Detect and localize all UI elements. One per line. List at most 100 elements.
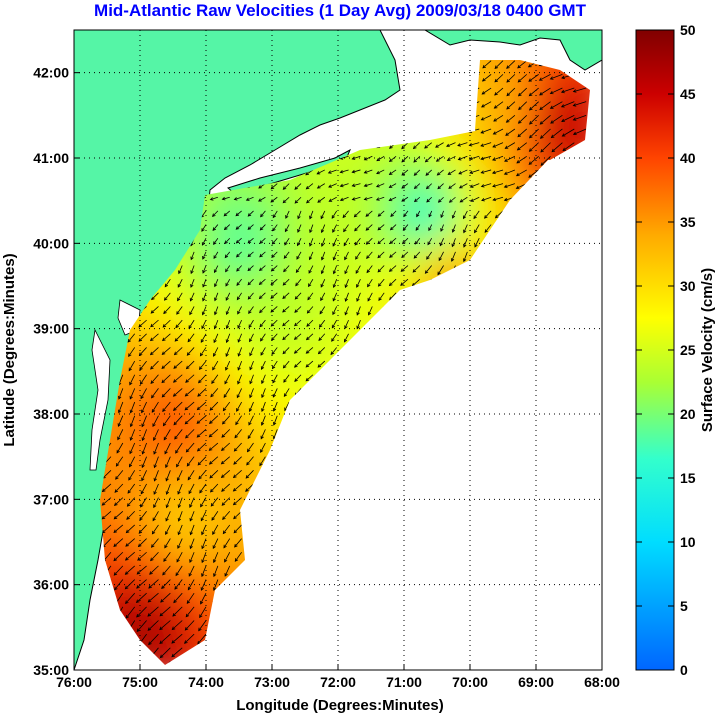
velocity-arrow-head xyxy=(129,381,133,386)
velocity-arrow xyxy=(175,565,183,576)
velocity-arrow-head xyxy=(561,75,565,80)
velocity-arrow-head xyxy=(261,408,265,413)
velocity-arrow-head xyxy=(209,420,213,424)
velocity-arrow-head xyxy=(260,213,264,218)
velocity-arrow xyxy=(160,647,171,658)
velocity-arrow xyxy=(213,579,219,591)
velocity-arrow xyxy=(272,224,278,231)
velocity-arrow xyxy=(414,196,421,202)
velocity-arrow xyxy=(297,238,302,246)
velocity-arrow-head xyxy=(212,213,216,217)
velocity-arrow xyxy=(212,210,219,217)
velocity-arrow-head xyxy=(137,543,142,548)
velocity-arrow-head xyxy=(339,169,344,174)
velocity-arrow-head xyxy=(165,477,169,482)
velocity-arrow-head xyxy=(492,144,497,148)
velocity-arrow-head xyxy=(437,199,442,203)
velocity-arrow-head xyxy=(186,352,191,356)
velocity-arrow xyxy=(469,142,480,146)
velocity-arrow xyxy=(225,278,231,287)
velocity-arrow xyxy=(506,101,516,110)
velocity-arrow-head xyxy=(528,92,533,97)
velocity-arrow xyxy=(377,265,385,273)
velocity-arrow xyxy=(284,237,290,246)
velocity-arrow-head xyxy=(282,309,286,313)
velocity-arrow-head xyxy=(177,545,181,549)
velocity-arrow xyxy=(366,237,373,245)
velocity-arrow xyxy=(184,401,195,411)
velocity-arrow-head xyxy=(317,350,322,355)
velocity-arrow xyxy=(259,456,266,466)
velocity-arrow xyxy=(237,319,243,329)
velocity-arrow xyxy=(259,237,266,244)
velocity-arrow xyxy=(307,306,314,314)
velocity-arrow-head xyxy=(213,255,217,260)
velocity-arrow-head xyxy=(225,353,229,357)
velocity-arrow-head xyxy=(171,640,175,644)
velocity-arrow xyxy=(321,224,326,233)
velocity-arrow xyxy=(356,279,361,288)
velocity-arrow xyxy=(550,115,563,124)
velocity-arrow xyxy=(164,442,171,454)
velocity-arrow-head xyxy=(294,378,298,382)
velocity-arrow xyxy=(282,196,290,204)
velocity-arrow-head xyxy=(493,105,498,109)
velocity-arrow-head xyxy=(199,352,204,357)
velocity-arrow xyxy=(198,374,207,384)
velocity-arrow xyxy=(214,292,219,301)
velocity-arrow-head xyxy=(223,544,227,549)
velocity-arrow xyxy=(189,552,195,563)
velocity-arrow-head xyxy=(295,282,299,287)
velocity-arrow xyxy=(354,224,361,232)
velocity-arrow-head xyxy=(176,558,180,563)
velocity-arrow-head xyxy=(125,543,129,547)
velocity-arrow-head xyxy=(505,132,509,136)
velocity-arrow xyxy=(367,278,373,287)
velocity-arrow xyxy=(377,251,385,258)
velocity-arrow xyxy=(528,74,539,82)
velocity-arrow xyxy=(197,401,207,411)
velocity-arrow-head xyxy=(177,504,182,509)
velocity-arrow xyxy=(294,360,302,368)
velocity-arrow xyxy=(529,128,539,139)
velocity-arrow-head xyxy=(424,145,428,149)
velocity-arrow-head xyxy=(101,488,106,493)
velocity-arrow xyxy=(352,196,361,201)
velocity-arrow xyxy=(340,169,349,173)
velocity-arrow xyxy=(401,251,409,258)
velocity-arrow-head xyxy=(173,599,177,604)
velocity-arrow xyxy=(481,114,492,121)
velocity-arrow xyxy=(319,306,326,314)
velocity-arrow xyxy=(340,196,349,201)
velocity-arrow-head xyxy=(528,134,533,139)
velocity-arrow xyxy=(125,592,136,604)
velocity-arrow xyxy=(285,210,290,219)
velocity-arrow xyxy=(529,115,539,125)
velocity-arrow xyxy=(152,511,159,521)
velocity-arrow-head xyxy=(200,517,204,522)
velocity-arrow-head xyxy=(284,228,289,233)
velocity-arrow-head xyxy=(248,310,252,314)
velocity-arrow xyxy=(449,196,456,203)
velocity-arrow xyxy=(376,196,385,201)
velocity-arrow-head xyxy=(233,515,237,520)
velocity-arrow-head xyxy=(388,268,393,272)
velocity-arrow xyxy=(140,374,147,385)
velocity-arrow xyxy=(200,593,207,605)
velocity-arrow xyxy=(439,238,444,246)
velocity-arrow xyxy=(294,374,302,382)
velocity-arrow-head xyxy=(214,297,218,302)
velocity-arrow-head xyxy=(161,351,166,355)
velocity-arrow-head xyxy=(138,352,143,357)
velocity-arrow-head xyxy=(124,557,129,561)
velocity-arrow xyxy=(294,196,302,204)
velocity-arrow xyxy=(188,319,195,329)
velocity-arrow-head xyxy=(492,184,496,188)
velocity-arrow-head xyxy=(185,613,190,618)
velocity-arrow xyxy=(233,470,242,478)
velocity-arrow xyxy=(261,360,266,370)
velocity-arrow xyxy=(481,169,492,174)
velocity-arrow xyxy=(161,347,171,355)
velocity-arrow xyxy=(494,87,504,96)
velocity-arrow-head xyxy=(198,379,202,384)
